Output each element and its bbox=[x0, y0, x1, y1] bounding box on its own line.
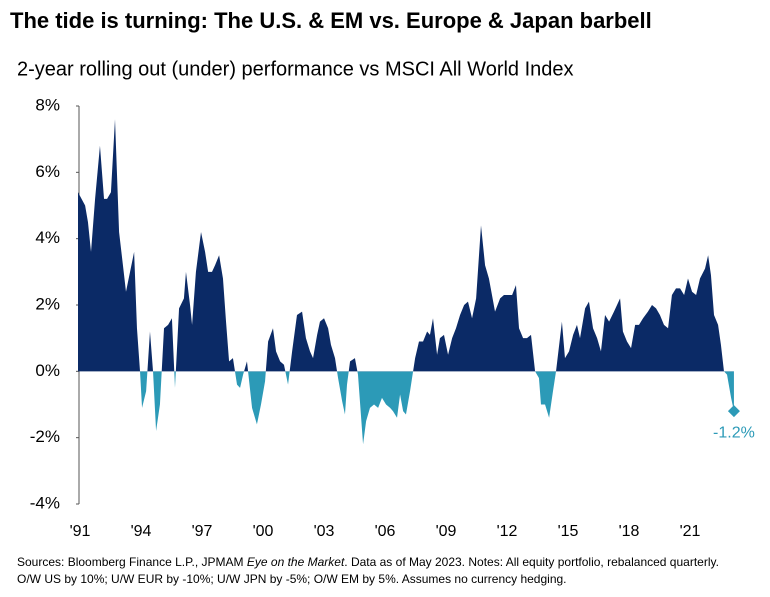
y-tick-label: 0% bbox=[35, 361, 60, 380]
y-tick-label: 6% bbox=[35, 162, 60, 181]
y-tick-label: 8% bbox=[35, 95, 60, 114]
x-tick-label: '00 bbox=[253, 523, 274, 540]
x-tick-label: '06 bbox=[375, 523, 396, 540]
x-tick-label: '12 bbox=[497, 523, 518, 540]
footnote: Sources: Bloomberg Finance L.P., JPMAM E… bbox=[17, 555, 719, 569]
x-tick-label: '15 bbox=[558, 523, 579, 540]
chart-subtitle: 2-year rolling out (under) performance v… bbox=[17, 58, 574, 80]
x-tick-label: '18 bbox=[619, 523, 640, 540]
end-marker bbox=[727, 405, 740, 418]
chart-title: The tide is turning: The U.S. & EM vs. E… bbox=[10, 8, 652, 33]
footnote: O/W US by 10%; U/W EUR by -10%; U/W JPN … bbox=[17, 572, 567, 586]
y-tick-label: 2% bbox=[35, 294, 60, 313]
x-tick-label: '94 bbox=[131, 523, 152, 540]
y-tick-label: 4% bbox=[35, 228, 60, 247]
footnote-part: Sources: Bloomberg Finance L.P., JPMAM bbox=[17, 555, 247, 569]
area bbox=[78, 119, 734, 445]
x-tick-label: '03 bbox=[314, 523, 335, 540]
annotation: -1.2% bbox=[713, 424, 755, 441]
x-tick-label: '97 bbox=[192, 523, 213, 540]
footnote-part: . Data as of May 2023. Notes: All equity… bbox=[344, 555, 719, 569]
footnote-part: Eye on the Market bbox=[247, 555, 345, 569]
x-tick-label: '91 bbox=[70, 523, 91, 540]
y-tick-label: -2% bbox=[30, 427, 60, 446]
x-tick-label: '21 bbox=[680, 523, 701, 540]
x-tick-label: '09 bbox=[436, 523, 457, 540]
y-tick-label: -4% bbox=[30, 493, 60, 512]
